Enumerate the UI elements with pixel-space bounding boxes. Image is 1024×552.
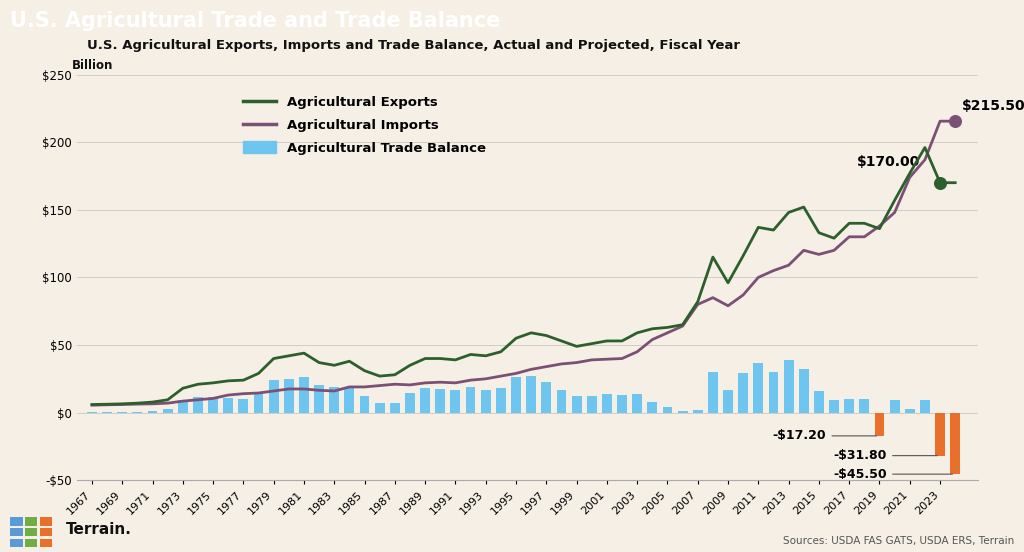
Text: -$31.80: -$31.80 <box>834 449 937 462</box>
Point <box>947 117 964 126</box>
Bar <box>435 389 445 412</box>
Bar <box>375 403 385 412</box>
Text: U.S. Agricultural Exports, Imports and Trade Balance, Actual and Projected, Fisc: U.S. Agricultural Exports, Imports and T… <box>87 39 740 52</box>
Bar <box>239 399 248 412</box>
Bar <box>223 399 233 412</box>
Bar <box>496 388 506 412</box>
Bar <box>147 411 158 412</box>
Bar <box>390 403 399 412</box>
Bar <box>905 408 914 412</box>
Bar <box>330 387 339 412</box>
Bar <box>663 407 673 412</box>
Bar <box>406 393 415 412</box>
Text: $170.00: $170.00 <box>857 155 921 169</box>
Bar <box>890 400 899 412</box>
Bar <box>284 379 294 412</box>
Bar <box>10 528 23 537</box>
Bar <box>344 387 354 412</box>
Text: Billion: Billion <box>72 59 113 72</box>
Text: Terrain.: Terrain. <box>66 522 131 538</box>
Bar <box>268 380 279 412</box>
Bar <box>874 412 885 436</box>
Bar <box>935 412 945 455</box>
Bar <box>950 412 961 474</box>
Text: -$17.20: -$17.20 <box>773 429 877 442</box>
Bar <box>723 390 733 412</box>
Bar <box>254 393 263 412</box>
Legend: Agricultural Exports, Agricultural Imports, Agricultural Trade Balance: Agricultural Exports, Agricultural Impor… <box>237 89 493 161</box>
Bar <box>40 539 52 548</box>
Bar <box>556 390 566 412</box>
Bar <box>466 387 475 412</box>
Bar <box>481 390 490 412</box>
Bar <box>738 373 749 412</box>
Bar <box>587 396 597 412</box>
Bar <box>602 394 611 412</box>
Text: Sources: USDA FAS GATS, USDA ERS, Terrain: Sources: USDA FAS GATS, USDA ERS, Terrai… <box>782 537 1014 546</box>
Bar <box>10 539 23 548</box>
Bar <box>10 517 23 526</box>
Bar <box>511 378 521 412</box>
Bar <box>829 400 839 412</box>
Text: -$45.50: -$45.50 <box>834 468 952 481</box>
Text: U.S. Agricultural Trade and Trade Balance: U.S. Agricultural Trade and Trade Balanc… <box>10 11 501 31</box>
Bar <box>25 539 37 548</box>
Bar <box>25 517 37 526</box>
Bar <box>359 396 370 412</box>
Bar <box>314 385 324 412</box>
Bar <box>40 517 52 526</box>
Bar <box>40 528 52 537</box>
Bar <box>299 377 309 412</box>
Bar <box>844 399 854 412</box>
Bar <box>693 410 702 412</box>
Bar <box>708 372 718 412</box>
Bar <box>632 394 642 412</box>
Bar <box>25 528 37 537</box>
Bar <box>194 397 203 412</box>
Bar <box>208 397 218 412</box>
Bar <box>678 411 687 412</box>
Bar <box>754 363 763 412</box>
Bar <box>542 381 551 412</box>
Bar <box>451 390 461 412</box>
Bar <box>163 409 173 412</box>
Bar <box>859 399 869 412</box>
Bar <box>571 396 582 412</box>
Bar <box>814 391 824 412</box>
Bar <box>647 402 657 412</box>
Bar <box>920 400 930 412</box>
Text: $215.50: $215.50 <box>963 99 1024 113</box>
Bar <box>769 372 778 412</box>
Bar <box>799 369 809 412</box>
Bar <box>617 395 627 412</box>
Bar <box>178 400 187 412</box>
Bar <box>783 360 794 412</box>
Bar <box>526 376 537 412</box>
Point <box>932 178 948 187</box>
Bar <box>420 388 430 412</box>
